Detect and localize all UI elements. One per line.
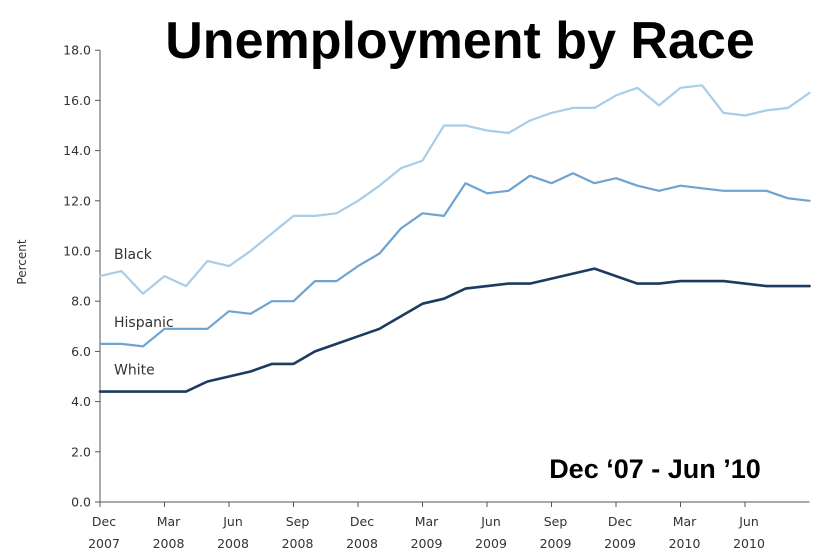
y-tick-label: 2.0 — [71, 444, 91, 459]
x-tick-month: Dec — [350, 514, 374, 529]
x-tick-month: Dec — [608, 514, 632, 529]
chart-title: Unemployment by Race — [165, 12, 755, 70]
series-label-white: White — [114, 363, 155, 379]
y-tick-label: 16.0 — [63, 93, 91, 108]
x-tick-year: 2008 — [153, 536, 185, 551]
x-tick-year: 2008 — [282, 536, 314, 551]
x-tick-year: 2009 — [540, 536, 572, 551]
series-line-white — [98, 267, 811, 393]
series-line-hispanic — [98, 172, 811, 348]
x-tick-month: Mar — [673, 514, 697, 529]
y-tick-label: 8.0 — [71, 294, 91, 309]
series-label-black: Black — [114, 247, 153, 263]
y-tick-label: 6.0 — [71, 344, 91, 359]
series-line-black — [98, 84, 811, 295]
x-tick-month: Sep — [286, 514, 310, 529]
x-tick-month: Mar — [415, 514, 439, 529]
x-tick-year: 2010 — [669, 536, 701, 551]
x-tick-year: 2008 — [346, 536, 378, 551]
x-tick-year: 2009 — [475, 536, 507, 551]
y-axis-label: Percent — [15, 239, 29, 284]
y-tick-label: 18.0 — [63, 43, 91, 58]
x-tick-month: Sep — [544, 514, 568, 529]
x-tick-month: Dec — [92, 514, 116, 529]
y-tick-label: 14.0 — [63, 143, 91, 158]
x-tick-year: 2008 — [217, 536, 249, 551]
y-tick-label: 12.0 — [63, 193, 91, 208]
series-lines — [98, 84, 811, 393]
y-tick-label: 4.0 — [71, 394, 91, 409]
series-labels: Black Hispanic White — [114, 247, 174, 378]
x-tick-year: 2007 — [88, 536, 120, 551]
x-tick-year: 2010 — [733, 536, 765, 551]
x-tick-month: Mar — [157, 514, 181, 529]
x-tick-month: Jun — [480, 514, 501, 529]
x-tick-year: 2009 — [411, 536, 443, 551]
y-tick-label: 10.0 — [63, 244, 91, 259]
x-tick-month: Jun — [738, 514, 759, 529]
y-tick-label: 0.0 — [71, 495, 91, 510]
x-ticks: Dec 2007 Mar 2008 Jun 2008 Sep 2008 Dec 2008 Mar 20… — [88, 502, 765, 551]
chart-subtitle: Dec ‘07 - Jun ’10 — [549, 454, 761, 484]
y-ticks: 0.0 2.0 4.0 6.0 8.0 10.0 12.0 14.0 16.0 18.0 — [63, 43, 100, 510]
x-tick-month: Jun — [222, 514, 243, 529]
series-label-hispanic: Hispanic — [114, 315, 174, 331]
x-tick-year: 2009 — [604, 536, 636, 551]
